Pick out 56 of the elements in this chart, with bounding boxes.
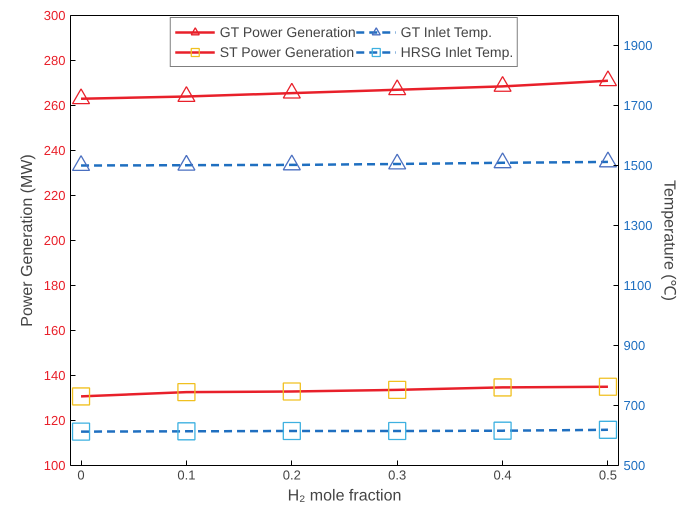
y-tick-label: 120 <box>44 413 66 428</box>
x-axis-title: H₂ mole fraction <box>288 488 402 504</box>
y2-tick-label: 500 <box>624 458 646 473</box>
point <box>493 152 512 168</box>
point <box>598 378 618 396</box>
y2-tick-label: 700 <box>624 398 646 413</box>
legend-label: GT Inlet Temp. <box>400 24 492 40</box>
x-tick-label: 0.3 <box>388 468 406 482</box>
point <box>177 422 196 440</box>
point <box>282 382 301 401</box>
y-tick-label: 160 <box>44 323 66 338</box>
y2-tick-label: 900 <box>624 338 646 353</box>
y-tick-label: 280 <box>44 53 66 68</box>
point <box>493 378 512 397</box>
y2-axis-title: Temperature (℃) <box>660 180 678 301</box>
point <box>598 70 618 86</box>
y-tick-label: 300 <box>44 8 66 23</box>
y-tick-label: 140 <box>44 368 66 383</box>
point <box>388 154 406 170</box>
point <box>72 387 90 406</box>
point <box>493 422 512 440</box>
point <box>282 82 301 99</box>
x-tick-label: 0.4 <box>494 468 512 482</box>
legend-label: HRSG Inlet Temp. <box>400 44 514 60</box>
y2-tick-label: 1300 <box>624 218 652 233</box>
y-tick-label: 240 <box>44 143 66 158</box>
y-tick-label: 180 <box>44 278 66 293</box>
y-tick-label: 220 <box>44 188 66 203</box>
legend-label: ST Power Generation <box>220 44 354 60</box>
legend-label: GT Power Generation <box>220 24 356 40</box>
point <box>177 383 196 402</box>
x-tick-label: 0.1 <box>177 468 196 482</box>
y-tick-label: 100 <box>44 458 66 473</box>
point <box>282 154 301 170</box>
point <box>388 79 406 96</box>
point <box>388 422 406 440</box>
point <box>388 380 406 400</box>
y2-tick-label: 1700 <box>624 98 652 113</box>
x-tick-label: 0.5 <box>598 468 618 482</box>
y-tick-label: 260 <box>44 98 66 113</box>
point <box>598 151 618 168</box>
point <box>598 420 618 439</box>
x-tick-label: 0.2 <box>282 468 301 482</box>
y2-tick-label: 1500 <box>624 158 652 173</box>
point <box>72 422 90 441</box>
point <box>282 422 301 440</box>
y2-tick-label: 1900 <box>624 38 652 53</box>
point <box>177 86 196 102</box>
point <box>177 154 196 171</box>
point <box>72 155 90 172</box>
point <box>72 88 90 104</box>
y2-tick-label: 1100 <box>624 278 652 293</box>
y-tick-label: 200 <box>44 233 66 248</box>
point <box>493 76 512 92</box>
y-axis-title: Power Generation (MW) <box>18 154 36 327</box>
x-tick-label: 0 <box>77 468 85 482</box>
